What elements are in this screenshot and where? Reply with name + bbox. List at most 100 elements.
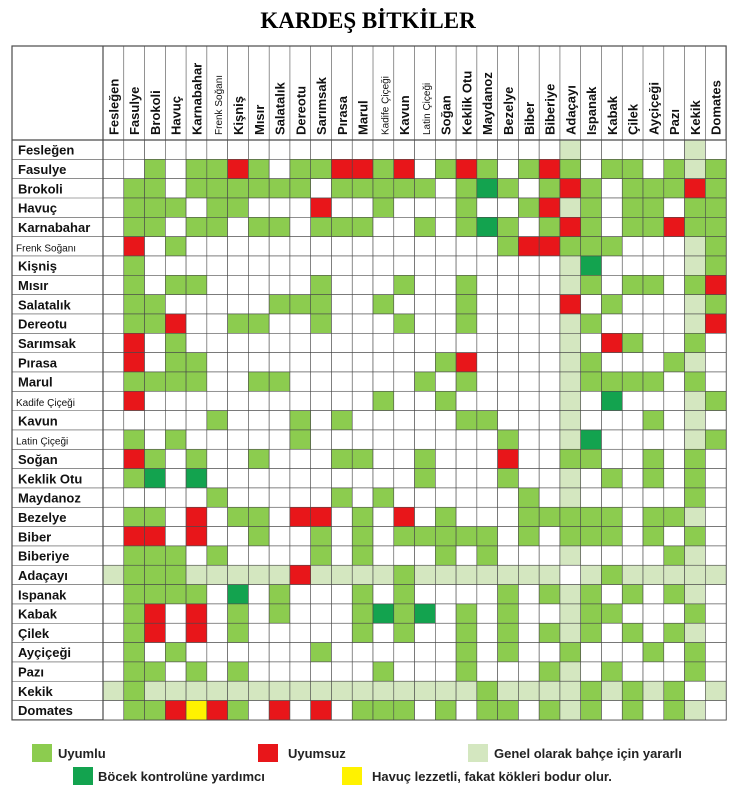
cell-22-21 (538, 564, 561, 585)
cell-7-21 (538, 275, 561, 295)
cell-13-28 (684, 390, 706, 411)
cell-29-4 (185, 700, 208, 721)
cell-29-9 (289, 700, 311, 721)
cell-21-8 (268, 545, 291, 566)
cell-8-2 (144, 294, 166, 315)
row-label-10: Sarımsak (18, 336, 77, 351)
cell-16-29 (705, 448, 727, 469)
cell-0-13 (372, 139, 395, 160)
cell-22-6 (227, 564, 249, 585)
row-label-14: Kavun (18, 413, 58, 428)
cell-18-4 (185, 487, 208, 508)
cell-28-18 (476, 680, 498, 701)
row-label-2: Brokoli (18, 181, 63, 196)
cell-17-2 (144, 468, 166, 489)
cell-26-26 (642, 642, 665, 663)
cell-18-18 (476, 487, 498, 508)
cell-17-13 (372, 468, 395, 489)
cell-26-25 (621, 642, 644, 663)
cell-11-7 (248, 352, 270, 373)
cell-22-1 (123, 564, 145, 585)
cell-18-7 (248, 487, 270, 508)
cell-16-0 (102, 448, 125, 469)
cell-20-5 (206, 526, 228, 547)
cell-27-6 (227, 661, 249, 682)
row-label-29: Domates (18, 703, 73, 718)
cell-3-0 (102, 197, 125, 218)
cell-15-18 (476, 429, 498, 450)
cell-6-25 (621, 255, 644, 276)
cell-21-11 (331, 545, 353, 566)
cell-6-7 (248, 255, 270, 276)
cell-22-3 (165, 564, 187, 585)
cell-23-19 (497, 584, 519, 605)
col-label-16: Soğan (439, 95, 454, 135)
cell-27-24 (601, 661, 623, 682)
cell-4-2 (144, 217, 166, 237)
cell-8-18 (476, 294, 498, 315)
cell-28-25 (621, 680, 644, 701)
cell-29-15 (414, 700, 436, 721)
cell-0-19 (497, 139, 519, 160)
cell-1-26 (642, 159, 665, 179)
cell-6-26 (642, 255, 665, 276)
cell-13-3 (165, 390, 187, 411)
cell-26-1 (123, 642, 145, 663)
cell-23-11 (331, 584, 353, 605)
cell-15-14 (393, 429, 415, 450)
cell-24-22 (559, 603, 582, 624)
cell-15-8 (268, 429, 291, 450)
cell-14-23 (580, 410, 602, 431)
cell-0-1 (123, 139, 145, 160)
cell-27-19 (497, 661, 519, 682)
cell-8-19 (497, 294, 519, 315)
cell-0-3 (165, 139, 187, 160)
cell-4-17 (455, 217, 478, 237)
cell-7-19 (497, 275, 519, 295)
cell-19-9 (289, 506, 311, 527)
cell-22-8 (268, 564, 291, 585)
cell-0-2 (144, 139, 166, 160)
cell-19-21 (538, 506, 561, 527)
cell-27-23 (580, 661, 602, 682)
cell-17-18 (476, 468, 498, 489)
cell-17-17 (455, 468, 478, 489)
cell-2-3 (165, 178, 187, 199)
cell-17-14 (393, 468, 415, 489)
cell-10-6 (227, 332, 249, 353)
cell-29-10 (310, 700, 332, 721)
cell-26-14 (393, 642, 415, 663)
cell-4-22 (559, 217, 582, 237)
cell-16-10 (310, 448, 332, 469)
cell-20-20 (518, 526, 540, 547)
cell-5-11 (331, 236, 353, 257)
cell-6-15 (414, 255, 436, 276)
cell-16-18 (476, 448, 498, 469)
cell-2-14 (393, 178, 415, 199)
cell-1-10 (310, 159, 332, 179)
cell-13-4 (185, 390, 208, 411)
cell-20-21 (538, 526, 561, 547)
cell-29-1 (123, 700, 145, 721)
cell-15-29 (705, 429, 727, 450)
cell-18-8 (268, 487, 291, 508)
cell-3-3 (165, 197, 187, 218)
cell-13-10 (310, 390, 332, 411)
cell-24-29 (705, 603, 727, 624)
cell-7-1 (123, 275, 145, 295)
cell-6-27 (663, 255, 685, 276)
cell-10-9 (289, 332, 311, 353)
cell-11-5 (206, 352, 228, 373)
cell-16-3 (165, 448, 187, 469)
cell-0-4 (185, 139, 208, 160)
cell-19-14 (393, 506, 415, 527)
cell-0-17 (455, 139, 478, 160)
cell-9-26 (642, 313, 665, 334)
cell-16-23 (580, 448, 602, 469)
cell-28-28 (684, 680, 706, 701)
cell-27-25 (621, 661, 644, 682)
cell-12-4 (185, 371, 208, 392)
cell-18-28 (684, 487, 706, 508)
cell-23-2 (144, 584, 166, 605)
row-label-23: Ispanak (18, 587, 67, 602)
